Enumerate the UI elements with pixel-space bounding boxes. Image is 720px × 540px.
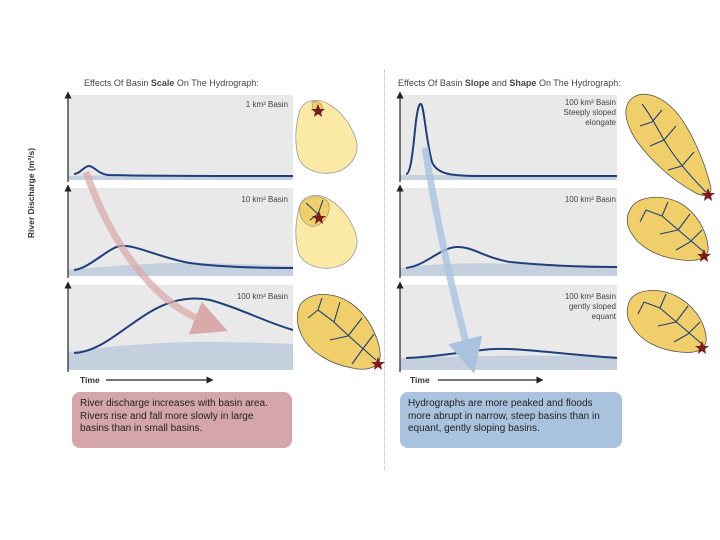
- trend-arrow-icon: [82, 170, 228, 335]
- right-caption: Hydrographs are more peaked and floods m…: [400, 392, 622, 448]
- panel-label-10km: 10 km² Basin: [241, 195, 288, 204]
- baseflow-area: [68, 342, 293, 370]
- right-panel-3: [400, 285, 618, 370]
- left-title: Effects Of Basin Scale On The Hydrograph…: [84, 78, 259, 88]
- panel-label-steep-equant: 100 km² Basin: [564, 195, 616, 204]
- hydrograph-curve: [73, 244, 294, 271]
- basin-outline-icon: [625, 93, 712, 196]
- basin-outline-icon: [626, 290, 707, 353]
- right-time-label: Time: [410, 375, 430, 385]
- hydrograph-curve: [405, 347, 618, 359]
- left-time-label: Time: [80, 375, 100, 385]
- basin-outline-icon: [295, 99, 358, 174]
- outlet-star-icon: [371, 357, 385, 370]
- outlet-star-icon: [701, 188, 715, 201]
- panel-label-gentle-equant: 100 km² Basin gently sloped equant: [564, 292, 616, 321]
- right-axes: [396, 91, 544, 384]
- left-caption: River discharge increases with basin are…: [72, 392, 292, 448]
- basin-map-1km: [295, 99, 358, 174]
- trend-arrow-icon: [421, 147, 483, 374]
- hydrograph-curve: [405, 245, 618, 269]
- outlet-star-icon: [311, 104, 325, 117]
- basin-map-elongate: [625, 93, 715, 201]
- hydrograph-curve: [73, 297, 294, 354]
- basin-outline-icon: [626, 196, 709, 261]
- river-network-icon: [637, 293, 703, 345]
- river-network-icon: [639, 201, 705, 253]
- outlet-star-icon: [697, 249, 711, 262]
- basin-map-steep-equant: [626, 196, 711, 262]
- panel-label-100km: 100 km² Basin: [236, 292, 288, 301]
- left-axes: [64, 91, 214, 384]
- left-panel-1: [68, 95, 294, 180]
- left-panel-2: [68, 188, 294, 276]
- panel-label-steep-elongate: 100 km² Basin Steeply sloped elongate: [563, 98, 616, 127]
- outlet-star-icon: [312, 211, 326, 224]
- outlet-star-icon: [695, 341, 709, 354]
- left-panel-3: [68, 285, 294, 370]
- right-title: Effects Of Basin Slope and Shape On The …: [398, 78, 621, 88]
- column-divider: [384, 70, 385, 470]
- hydrograph-curve: [73, 164, 294, 177]
- basin-map-10km: [295, 194, 358, 269]
- basin-map-gentle-equant: [626, 290, 709, 354]
- right-panel-1: [400, 95, 617, 180]
- baseflow-area: [400, 355, 617, 370]
- basin-map-100km: [296, 294, 385, 370]
- river-network-icon: [307, 297, 377, 365]
- hydrograph-curve: [405, 102, 617, 177]
- river-network-icon: [639, 103, 707, 193]
- panel-label-1km: 1 km² Basin: [245, 100, 288, 109]
